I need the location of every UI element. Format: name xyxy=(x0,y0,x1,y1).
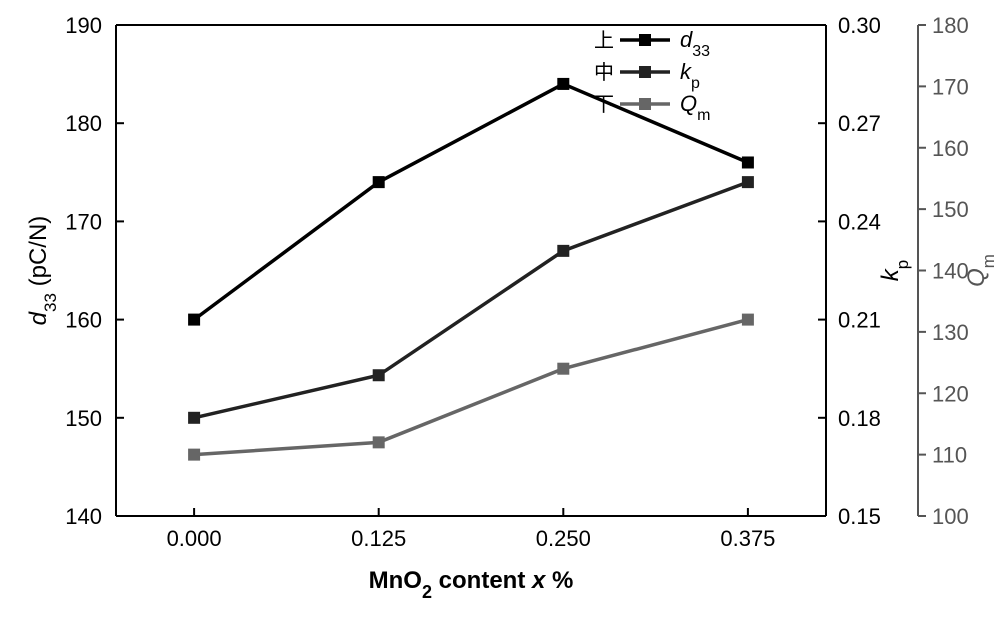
series-marker-Qm xyxy=(373,436,385,448)
y3-tick-label: 170 xyxy=(932,74,969,99)
x-tick-label: 0.000 xyxy=(167,526,222,551)
y2-tick-label: 0.18 xyxy=(838,406,881,431)
y1-tick-label: 180 xyxy=(65,111,102,136)
series-marker-Qm xyxy=(188,449,200,461)
chart-container: 0.000 0.125 0.250 0.375 140 150 160 170 180 190 0.… xyxy=(0,0,1000,628)
series-marker-Qm xyxy=(557,363,569,375)
y3-tick-label: 120 xyxy=(932,381,969,406)
series-marker-kp xyxy=(188,412,200,424)
legend-label: d33 xyxy=(680,27,710,60)
y3-tick-label: 110 xyxy=(932,443,967,468)
y2-tick-label: 0.15 xyxy=(838,504,881,529)
series-line-d33 xyxy=(194,84,748,320)
legend-marker xyxy=(639,34,651,46)
legend-marker xyxy=(639,66,651,78)
series-line-Qm xyxy=(194,320,748,455)
x-tick-label: 0.375 xyxy=(720,526,775,551)
y2-tick-label: 0.24 xyxy=(838,209,881,234)
y2-tick-label: 0.27 xyxy=(838,111,881,136)
series-marker-kp xyxy=(557,245,569,257)
legend-label: Qm xyxy=(680,91,710,124)
y3-tick-label: 100 xyxy=(932,504,969,529)
chart-svg: 0.000 0.125 0.250 0.375 140 150 160 170 180 190 0.… xyxy=(0,0,1000,628)
y3-tick-label: 180 xyxy=(932,13,969,38)
y3-tick-label: 160 xyxy=(932,136,969,161)
x-tick-label: 0.125 xyxy=(351,526,406,551)
series-marker-d33 xyxy=(188,314,200,326)
series-marker-kp xyxy=(742,176,754,188)
legend-prefix: 上 xyxy=(594,29,614,52)
legend-prefix: 下 xyxy=(594,94,614,116)
y1-axis-label: d33 (pC/N) xyxy=(25,216,60,326)
y1-tick-label: 140 xyxy=(65,504,102,529)
series-marker-d33 xyxy=(742,156,754,168)
series-line-kp xyxy=(194,182,748,418)
y1-tick-label: 190 xyxy=(65,13,102,38)
y2-axis-label: kp xyxy=(877,260,912,281)
y3-tick-label: 150 xyxy=(932,197,969,222)
y2-tick-label: 0.21 xyxy=(838,308,881,333)
series-marker-kp xyxy=(373,369,385,381)
series-marker-Qm xyxy=(742,314,754,326)
legend-label: kp xyxy=(680,59,700,92)
legend-prefix: 中 xyxy=(594,61,614,84)
y2-tick-label: 0.30 xyxy=(838,13,881,38)
y1-tick-label: 160 xyxy=(65,308,102,333)
x-axis-label: MnO2 content x % xyxy=(369,567,574,602)
series-marker-d33 xyxy=(557,78,569,90)
x-tick-label: 0.250 xyxy=(536,526,591,551)
y3-tick-label: 130 xyxy=(932,320,969,345)
series-marker-d33 xyxy=(373,176,385,188)
y1-tick-label: 170 xyxy=(65,209,102,234)
legend-marker xyxy=(639,98,651,110)
y1-tick-label: 150 xyxy=(65,406,102,431)
